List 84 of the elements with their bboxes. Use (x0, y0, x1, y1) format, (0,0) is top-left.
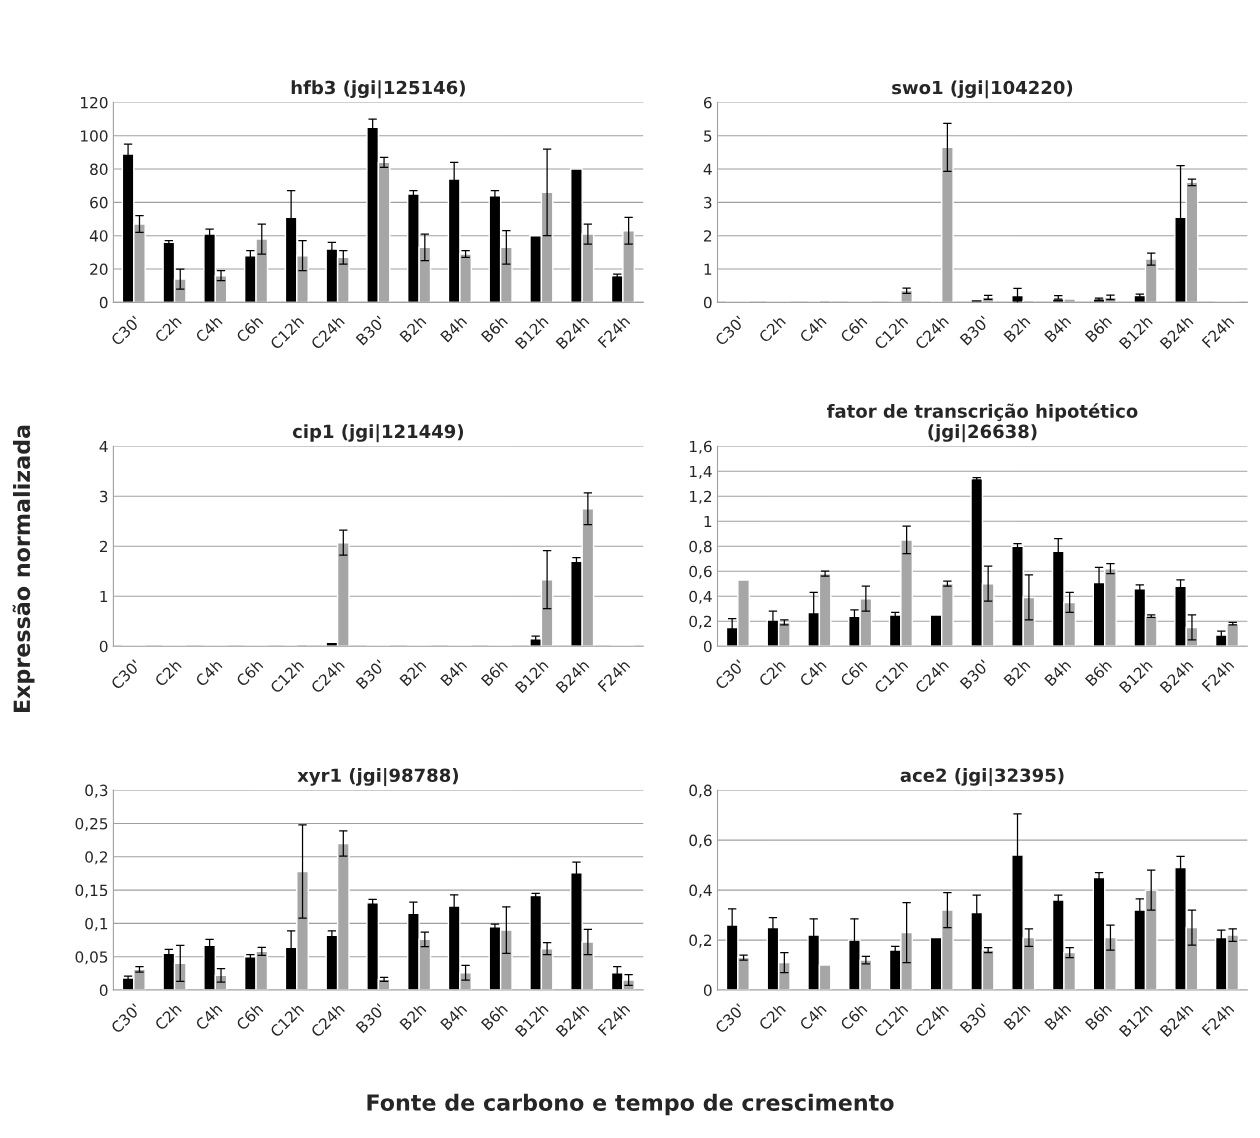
x-tick-label: B2h (1003, 1002, 1031, 1031)
x-tick-label: C4h (194, 658, 223, 688)
y-tick-label: 2 (99, 540, 108, 553)
y-tick-label: 0,2 (689, 934, 712, 948)
y-tick-label: 0,2 (85, 851, 108, 865)
y-tick-label: 3 (704, 196, 712, 209)
y-tick-label: 0,05 (75, 951, 108, 965)
y-tick-label: 120 (81, 96, 108, 109)
x-tick-label: C2h (153, 315, 182, 344)
y-tick-label: 100 (81, 130, 108, 142)
x-axis-title: Fonte de carbono e tempo de crescimento (367, 1093, 894, 1116)
chart-title: fator de transcrição hipotético (jgi|26638) (827, 403, 1138, 443)
x-tick-label: B6h (480, 658, 509, 687)
x-tick-label: C2h (153, 658, 182, 688)
x-tick-label: C2h (757, 315, 787, 344)
y-tick-label: 0,4 (689, 884, 712, 898)
x-tick-label: B6h (1084, 658, 1113, 687)
x-tick-label: B4h (439, 315, 468, 343)
x-tick-label: B2h (399, 315, 427, 343)
x-tick-label: B6h (480, 315, 509, 343)
y-tick-label: 0,8 (689, 784, 712, 798)
x-tick-label: B4h (439, 1002, 468, 1031)
y-axis-title: Expressão normalizada (12, 425, 35, 713)
x-tick-label: B4h (1043, 1002, 1072, 1031)
y-tick-label: 0,15 (75, 884, 108, 898)
chart-title: hfb3 (jgi|125146) (291, 80, 465, 99)
x-tick-label: B6h (480, 1002, 509, 1031)
x-tick-label: B2h (399, 658, 427, 687)
x-tick-label: C6h (235, 658, 264, 688)
x-tick-label: C4h (798, 315, 827, 344)
y-tick-label: 1 (704, 263, 712, 275)
chart-title: ace2 (jgi|32395) (900, 768, 1064, 787)
y-tick-label: 60 (90, 196, 108, 209)
x-tick-label: C4h (194, 315, 223, 344)
y-tick-label: 0,25 (75, 817, 108, 832)
y-tick-label: 0,1 (85, 917, 108, 931)
x-tick-label: C6h (235, 315, 264, 344)
y-tick-label: 0,6 (689, 834, 712, 848)
y-tick-label: 4 (99, 440, 108, 453)
y-tick-label: 80 (90, 163, 108, 176)
y-tick-label: 40 (89, 230, 108, 242)
x-tick-label: B4h (1043, 315, 1072, 343)
x-tick-label: C2h (757, 1002, 787, 1031)
y-tick-label: 0 (99, 640, 108, 653)
y-tick-label: 0,3 (85, 784, 108, 798)
x-tick-label: C4h (194, 1002, 223, 1031)
x-tick-label: B6h (1084, 315, 1113, 343)
y-tick-label: 1,4 (690, 465, 712, 479)
y-tick-label: 20 (90, 263, 108, 276)
x-tick-label: C6h (839, 315, 868, 344)
y-tick-label: 2 (704, 230, 712, 242)
y-tick-label: 0 (703, 984, 712, 997)
y-tick-label: 6 (703, 96, 712, 109)
y-tick-label: 1 (100, 590, 108, 603)
y-tick-label: 4 (703, 163, 712, 175)
y-tick-label: 0,2 (689, 615, 712, 629)
y-tick-label: 3 (99, 490, 108, 503)
chart-title: xyr1 (jgi|98788) (297, 768, 458, 787)
y-tick-label: 0 (99, 296, 108, 309)
x-tick-label: B4h (439, 658, 468, 687)
x-tick-label: C2h (757, 658, 787, 688)
x-tick-label: C6h (235, 1002, 264, 1031)
y-tick-label: 0 (99, 984, 108, 997)
x-tick-label: C4h (798, 658, 827, 688)
chart-title: swo1 (jgi|104220) (892, 80, 1073, 99)
y-tick-label: 5 (704, 130, 712, 142)
y-tick-label: 1,6 (690, 440, 712, 454)
y-tick-label: 0,4 (689, 590, 712, 604)
y-tick-label: 1,2 (690, 490, 712, 504)
x-tick-label: C6h (839, 1002, 868, 1031)
x-tick-label: B6h (1084, 1002, 1113, 1031)
y-tick-label: 0 (703, 640, 712, 653)
x-tick-label: C4h (798, 1002, 827, 1031)
y-tick-label: 0,6 (689, 565, 712, 579)
x-tick-label: B2h (399, 1002, 427, 1031)
y-tick-label: 1 (704, 515, 712, 528)
x-tick-label: C2h (153, 1002, 182, 1031)
x-tick-label: B2h (1003, 658, 1031, 687)
x-tick-label: B2h (1003, 315, 1031, 343)
x-tick-label: C6h (839, 658, 868, 688)
y-tick-label: 0 (703, 296, 712, 309)
x-tick-label: B4h (1043, 658, 1072, 687)
y-tick-label: 0,8 (689, 540, 712, 554)
chart-title: cip1 (jgi|121449) (292, 424, 464, 443)
